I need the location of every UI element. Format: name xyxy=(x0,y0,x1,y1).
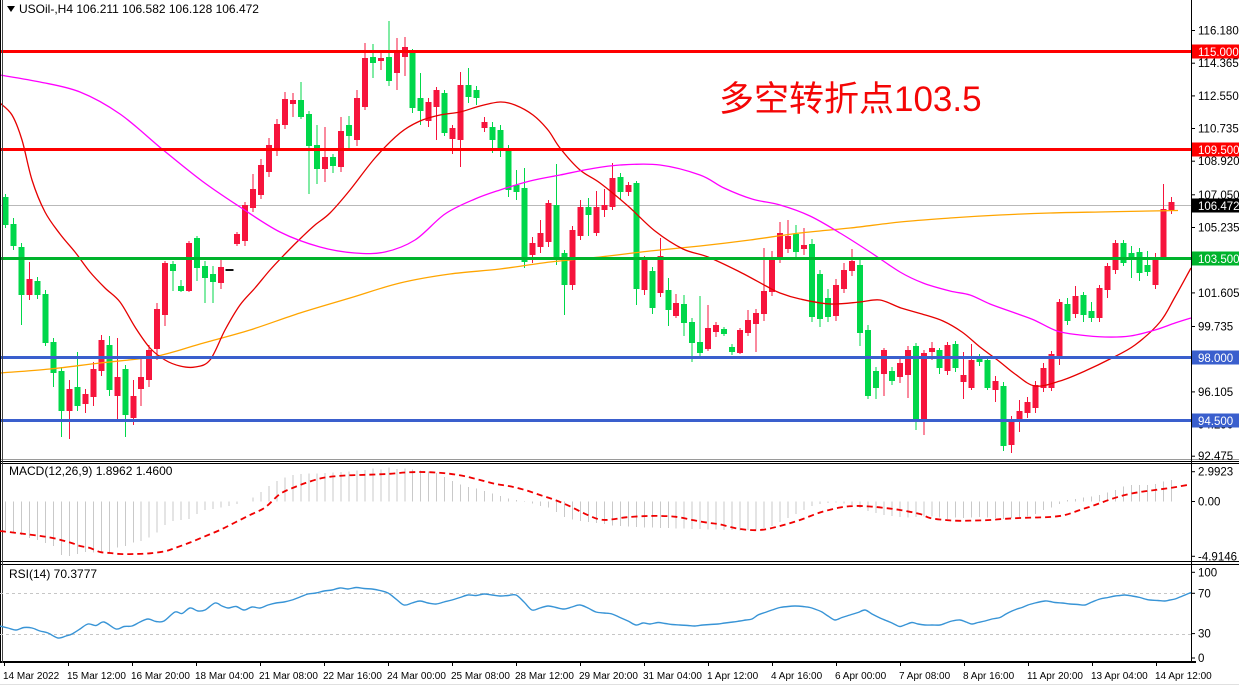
svg-text:105.235: 105.235 xyxy=(1198,223,1239,235)
svg-text:18 Mar 04:00: 18 Mar 04:00 xyxy=(195,671,254,682)
svg-text:13 Apr 04:00: 13 Apr 04:00 xyxy=(1091,671,1148,682)
svg-text:16 Mar 20:00: 16 Mar 20:00 xyxy=(131,671,190,682)
svg-text:94.500: 94.500 xyxy=(1198,416,1233,428)
svg-text:8 Apr 16:00: 8 Apr 16:00 xyxy=(963,671,1015,682)
svg-text:21 Mar 08:00: 21 Mar 08:00 xyxy=(259,671,318,682)
svg-text:103.500: 103.500 xyxy=(1198,254,1239,266)
svg-text:28 Mar 12:00: 28 Mar 12:00 xyxy=(515,671,574,682)
svg-text:101.605: 101.605 xyxy=(1198,288,1239,300)
svg-text:29 Mar 20:00: 29 Mar 20:00 xyxy=(579,671,638,682)
svg-text:6 Apr 00:00: 6 Apr 00:00 xyxy=(835,671,887,682)
svg-text:25 Mar 08:00: 25 Mar 08:00 xyxy=(451,671,510,682)
svg-text:31 Mar 04:00: 31 Mar 04:00 xyxy=(643,671,702,682)
svg-text:11 Apr 20:00: 11 Apr 20:00 xyxy=(1027,671,1083,682)
svg-text:0.00: 0.00 xyxy=(1198,497,1220,509)
svg-text:114.365: 114.365 xyxy=(1198,58,1239,70)
svg-text:0: 0 xyxy=(1198,653,1204,665)
svg-text:7 Apr 08:00: 7 Apr 08:00 xyxy=(899,671,951,682)
svg-text:115.000: 115.000 xyxy=(1198,47,1239,59)
svg-text:4 Apr 16:00: 4 Apr 16:00 xyxy=(771,671,823,682)
svg-text:22 Mar 16:00: 22 Mar 16:00 xyxy=(323,671,382,682)
svg-text:2.9923: 2.9923 xyxy=(1198,467,1233,479)
svg-text:106.472: 106.472 xyxy=(1198,201,1239,213)
svg-text:100: 100 xyxy=(1198,567,1217,579)
svg-text:116.180: 116.180 xyxy=(1198,26,1239,38)
svg-text:98.000: 98.000 xyxy=(1198,353,1233,365)
svg-text:多空转折点103.5: 多空转折点103.5 xyxy=(719,80,982,119)
svg-text:24 Mar 00:00: 24 Mar 00:00 xyxy=(387,671,446,682)
svg-text:109.500: 109.500 xyxy=(1198,145,1239,157)
svg-text:14 Mar 2022: 14 Mar 2022 xyxy=(3,671,60,682)
svg-text:30: 30 xyxy=(1198,629,1211,641)
svg-text:70: 70 xyxy=(1198,588,1211,600)
svg-text:108.920: 108.920 xyxy=(1198,156,1239,168)
svg-text:92.475: 92.475 xyxy=(1198,451,1233,463)
svg-text:RSI(14) 70.3777: RSI(14) 70.3777 xyxy=(9,567,97,581)
svg-text:MACD(12,26,9) 1.8962 1.4600: MACD(12,26,9) 1.8962 1.4600 xyxy=(9,464,173,478)
svg-text:110.735: 110.735 xyxy=(1198,124,1239,136)
svg-text:112.550: 112.550 xyxy=(1198,91,1239,103)
svg-text:USOil-,H4 106.211 106.582 106: USOil-,H4 106.211 106.582 106.128 106.47… xyxy=(19,2,259,16)
svg-text:1 Apr 12:00: 1 Apr 12:00 xyxy=(707,671,759,682)
svg-text:96.105: 96.105 xyxy=(1198,387,1233,399)
svg-text:15 Mar 12:00: 15 Mar 12:00 xyxy=(67,671,126,682)
svg-text:14 Apr 12:00: 14 Apr 12:00 xyxy=(1155,671,1212,682)
svg-text:99.735: 99.735 xyxy=(1198,322,1233,334)
svg-text:-4.9146: -4.9146 xyxy=(1198,551,1237,563)
